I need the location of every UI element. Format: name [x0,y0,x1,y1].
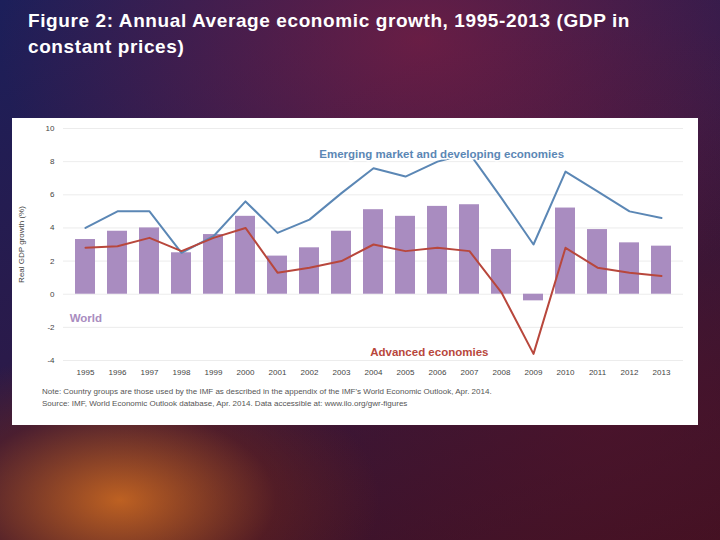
svg-text:2000: 2000 [237,368,255,377]
svg-text:1996: 1996 [109,368,127,377]
svg-text:2004: 2004 [365,368,383,377]
svg-text:8: 8 [50,157,55,166]
svg-text:2008: 2008 [493,368,511,377]
svg-text:2: 2 [50,257,55,266]
svg-text:2009: 2009 [525,368,543,377]
svg-text:Emerging market and developing: Emerging market and developing economies [319,148,564,160]
svg-text:Advanced economies: Advanced economies [370,346,488,358]
svg-text:2001: 2001 [269,368,287,377]
svg-text:Real GDP growth (%): Real GDP growth (%) [17,206,26,283]
svg-text:-2: -2 [47,323,55,332]
svg-text:2007: 2007 [461,368,479,377]
svg-text:2011: 2011 [589,368,607,377]
svg-text:2003: 2003 [333,368,351,377]
html-text:Source: IMF, World Economic Ou: Source: IMF, World Economic Outlook data… [42,399,408,408]
svg-text:2006: 2006 [429,368,447,377]
svg-text:2013: 2013 [653,368,671,377]
svg-text:2012: 2012 [621,368,639,377]
svg-text:1998: 1998 [173,368,191,377]
html-text:Note: Country groups are those: Note: Country groups are those used by t… [42,387,492,396]
svg-text:0: 0 [50,290,55,299]
html-text:Figure 2: Annual Average econo: Figure 2: Annual Average economic growth… [28,10,630,57]
svg-text:6: 6 [50,190,55,199]
svg-text:World: World [70,312,102,324]
svg-text:2005: 2005 [397,368,415,377]
svg-text:1999: 1999 [205,368,223,377]
svg-text:1995: 1995 [77,368,95,377]
svg-text:2010: 2010 [557,368,575,377]
svg-text:2002: 2002 [301,368,319,377]
svg-text:4: 4 [50,223,55,232]
svg-text:10: 10 [46,124,55,133]
svg-text:-4: -4 [47,356,55,365]
svg-text:1997: 1997 [141,368,159,377]
